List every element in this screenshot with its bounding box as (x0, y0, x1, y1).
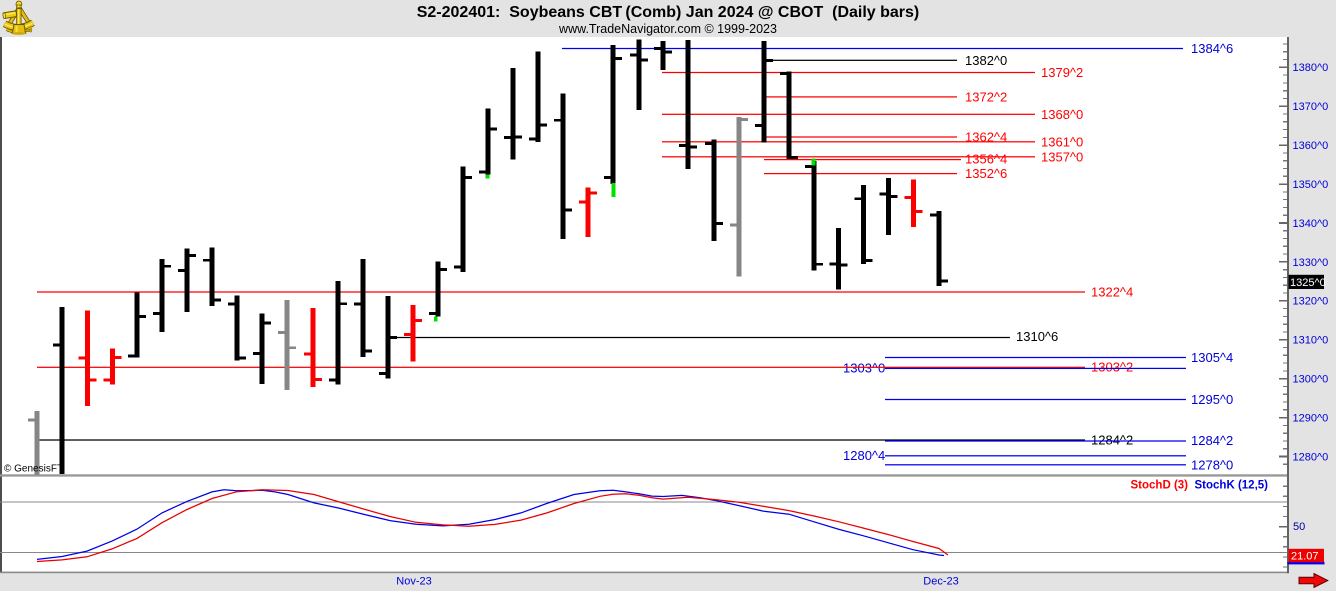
svg-text:1356^4: 1356^4 (965, 152, 1007, 167)
svg-text:1303^2: 1303^2 (1091, 360, 1133, 375)
svg-text:1360^0: 1360^0 (1293, 140, 1329, 152)
svg-text:1352^6: 1352^6 (965, 166, 1007, 181)
svg-text:1320^0: 1320^0 (1293, 296, 1329, 308)
svg-text:1284^2: 1284^2 (1191, 433, 1233, 448)
svg-text:StochD (3): StochD (3) (1131, 480, 1189, 492)
svg-text:1310^0: 1310^0 (1293, 335, 1329, 347)
svg-text:1284^2: 1284^2 (1091, 433, 1133, 448)
svg-text:S2-202401: Soybeans CBT (Comb: S2-202401: Soybeans CBT (Comb) Jan 2024 … (417, 4, 920, 21)
svg-text:StochK (12,5): StochK (12,5) (1195, 480, 1269, 492)
svg-text:1361^0: 1361^0 (1041, 134, 1083, 149)
svg-text:Dec-23: Dec-23 (923, 576, 958, 588)
svg-text:1330^0: 1330^0 (1293, 257, 1329, 269)
svg-text:1368^0: 1368^0 (1041, 107, 1083, 122)
svg-text:1295^0: 1295^0 (1191, 392, 1233, 407)
svg-text:1357^0: 1357^0 (1041, 150, 1083, 165)
svg-text:1303^0: 1303^0 (843, 361, 885, 376)
svg-text:1350^0: 1350^0 (1293, 179, 1329, 191)
svg-text:1379^2: 1379^2 (1041, 65, 1083, 80)
svg-text:1278^0: 1278^0 (1191, 457, 1233, 472)
svg-text:1300^0: 1300^0 (1293, 374, 1329, 386)
svg-text:1305^4: 1305^4 (1191, 350, 1233, 365)
svg-text:1384^6: 1384^6 (1191, 41, 1233, 56)
svg-text:1280^4: 1280^4 (843, 448, 885, 463)
svg-text:1382^0: 1382^0 (965, 53, 1007, 68)
svg-text:www.TradeNavigator.com © 1999-: www.TradeNavigator.com © 1999-2023 (558, 22, 777, 36)
svg-text:1362^4: 1362^4 (965, 130, 1007, 145)
svg-text:1290^0: 1290^0 (1293, 413, 1329, 425)
svg-text:1310^6: 1310^6 (1016, 329, 1058, 344)
svg-text:21.07: 21.07 (1291, 551, 1319, 563)
svg-text:1280^0: 1280^0 (1293, 451, 1329, 463)
svg-text:1380^0: 1380^0 (1293, 62, 1329, 74)
svg-text:Nov-23: Nov-23 (396, 576, 431, 588)
svg-text:1372^2: 1372^2 (965, 90, 1007, 105)
svg-text:1325^0: 1325^0 (1290, 277, 1326, 289)
svg-text:© GenesisFT: © GenesisFT (4, 464, 63, 475)
svg-text:50: 50 (1293, 521, 1305, 533)
svg-text:1322^4: 1322^4 (1091, 285, 1133, 300)
svg-text:1370^0: 1370^0 (1293, 101, 1329, 113)
svg-text:1340^0: 1340^0 (1293, 218, 1329, 230)
